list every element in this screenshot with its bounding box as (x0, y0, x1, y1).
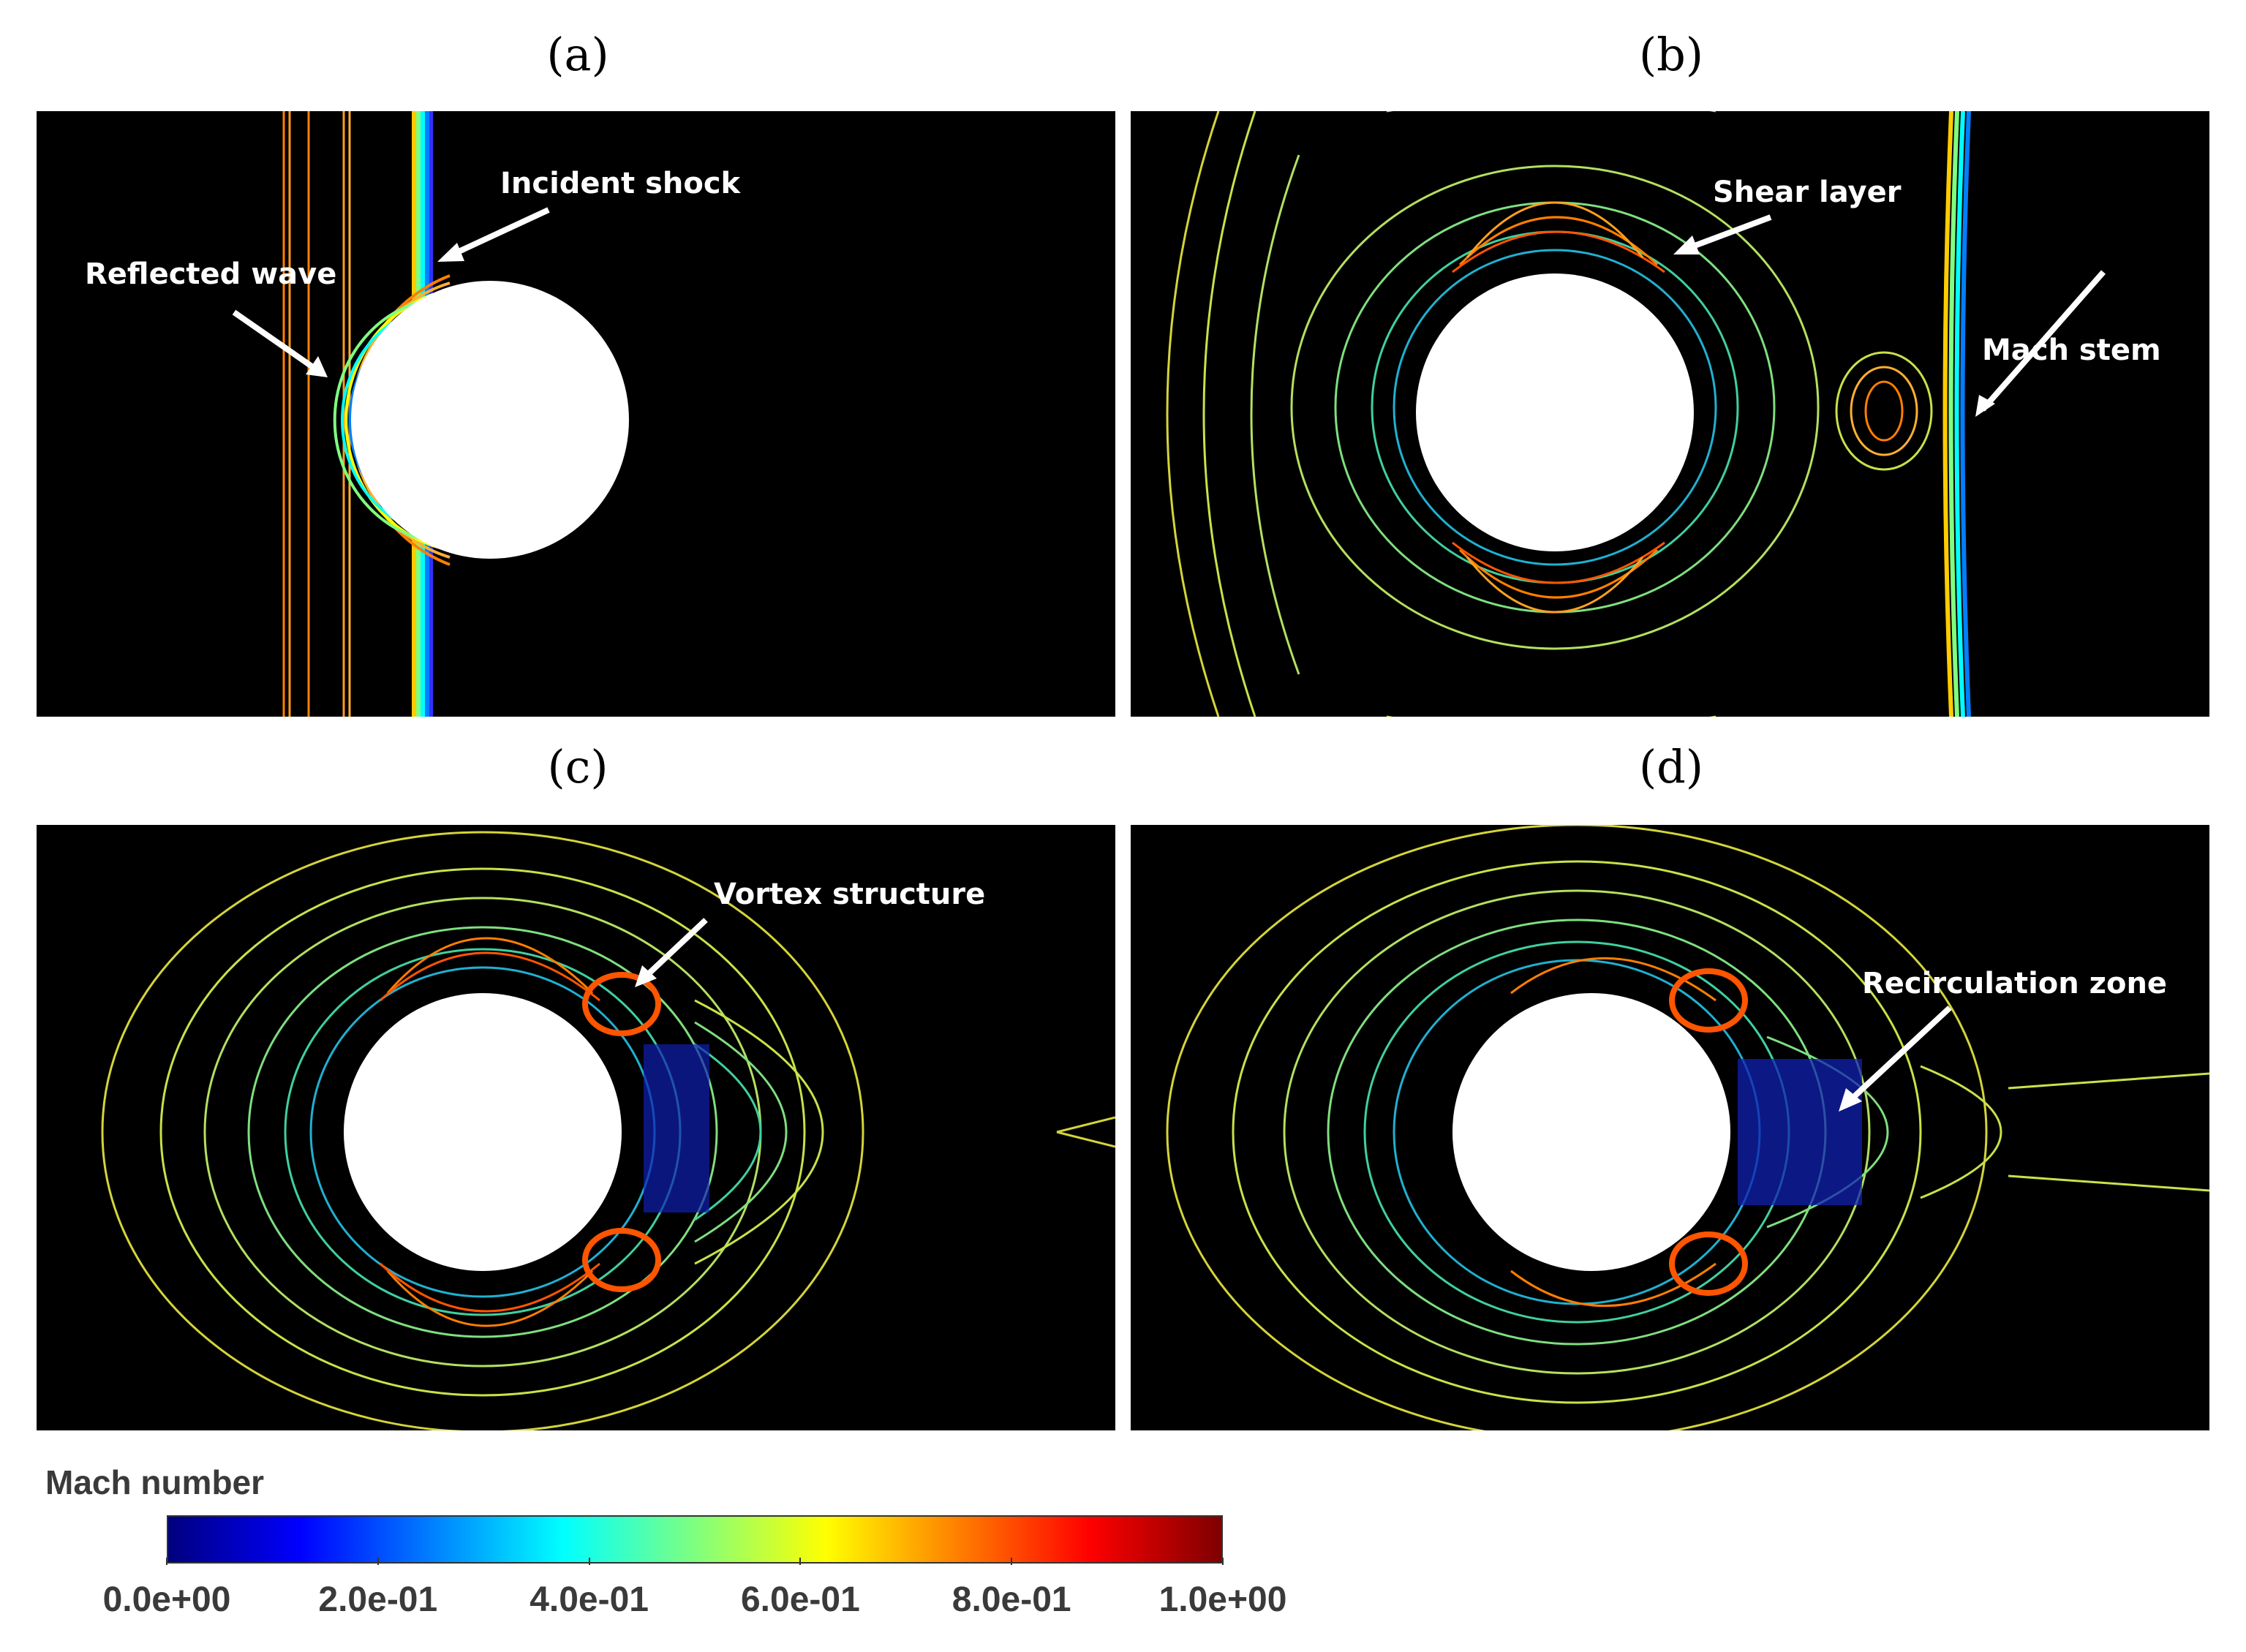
wake-contours (1835, 351, 1933, 471)
panel-label-b: (b) (1638, 28, 1704, 81)
cylinder (344, 993, 622, 1271)
recirculation-region (1738, 1059, 1862, 1205)
panel-b: Shear layer Mach stem (1131, 111, 2209, 717)
mach-stem (1942, 111, 1953, 717)
annotation-mach-stem: Mach stem (1982, 333, 2161, 367)
colorbar-tick-label: 6.0e-01 (740, 1580, 860, 1619)
field-contours (101, 831, 1115, 1430)
cylinder (351, 281, 629, 559)
colorbar (167, 1515, 1223, 1564)
wake-region (644, 1044, 709, 1212)
panel-a: Incident shock Reflected wave (37, 111, 1115, 717)
annotation-shear-layer: Shear layer (1713, 176, 1902, 209)
colorbar-tick-label: 1.0e+00 (1158, 1580, 1287, 1619)
colorbar-tick (799, 1558, 802, 1565)
colorbar-tick-label: 4.0e-01 (530, 1580, 649, 1619)
panel-d: Recirculation zone (1131, 825, 2209, 1430)
annotation-incident-shock: Incident shock (500, 167, 742, 200)
colorbar-tick-label: 2.0e-01 (318, 1580, 438, 1619)
arrow-head (1673, 235, 1700, 254)
panel-label-a: (a) (546, 28, 609, 81)
vortex-bottom (582, 1228, 661, 1292)
colorbar-title: Mach number (45, 1463, 265, 1501)
panel-a-plot: Incident shock Reflected wave (85, 111, 742, 717)
panel-label-c: (c) (547, 740, 608, 793)
annotation-recirculation-zone: Recirculation zone (1862, 967, 2167, 1000)
cylinder (1452, 993, 1730, 1271)
colorbar-tick-label: 0.0e+00 (102, 1580, 231, 1619)
colorbar-tick (377, 1558, 379, 1565)
colorbar-tick (588, 1558, 590, 1565)
colorbar-tick (166, 1558, 167, 1565)
panel-label-d: (d) (1638, 740, 1704, 793)
colorbar-tick-label: 8.0e-01 (951, 1580, 1071, 1619)
arrow-head (437, 243, 464, 262)
arrow-head (1839, 1088, 1862, 1112)
cylinder (1416, 274, 1694, 551)
annotation-reflected-wave: Reflected wave (85, 257, 336, 291)
arrow-recirculation-zone (1845, 1006, 1952, 1105)
arrow-vortex-structure (641, 918, 708, 981)
panel-d-plot: Recirculation zone (1166, 825, 2209, 1430)
vortex-bottom (1669, 1232, 1748, 1296)
mach-stem (1948, 111, 1959, 717)
field-contours (1166, 111, 1820, 717)
mach-stem (1960, 111, 1971, 717)
arrow-head (306, 356, 328, 377)
vortex-top (582, 972, 661, 1036)
arrow-head (1975, 395, 1995, 417)
arrow-head (635, 965, 657, 987)
panel-c: Vortex structure (37, 825, 1115, 1430)
panel-c-plot: Vortex structure (101, 831, 1115, 1430)
arrow-reflected-wave (232, 309, 320, 374)
annotation-vortex-structure: Vortex structure (714, 878, 985, 911)
arrow-mach-stem (1980, 270, 2106, 412)
mach-stem (1954, 111, 1965, 717)
colorbar-tick (1222, 1558, 1224, 1565)
vortex-top (1669, 968, 1748, 1033)
panel-b-plot: Shear layer Mach stem (1166, 111, 2161, 717)
colorbar-tick (1011, 1558, 1013, 1565)
arrow-shear-layer (1681, 214, 1772, 253)
arrow-incident-shock (445, 207, 550, 260)
